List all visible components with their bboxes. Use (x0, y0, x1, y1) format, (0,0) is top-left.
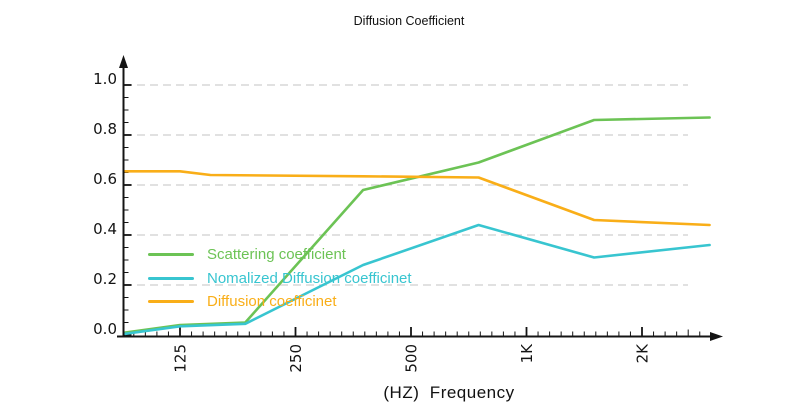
legend-label: Scattering coefficient (207, 246, 346, 264)
x-tick-label: 1K (518, 343, 536, 364)
legend-label: Diffusion coefficinet (207, 293, 337, 311)
y-axis-arrowhead-icon (119, 55, 128, 68)
y-tick-label: 0.6 (93, 170, 117, 188)
series-line (124, 170, 711, 227)
x-tick-label: 250 (287, 344, 305, 373)
x-axis-arrowhead-icon (710, 332, 723, 341)
legend-item-diffusion-coefficient: Diffusion coefficinet (148, 290, 412, 314)
x-axis-title: (HZ) Frequency (383, 383, 515, 402)
legend: Scattering coefficient Nomalized Diffusi… (148, 243, 412, 314)
legend-swatch-line-icon (148, 300, 194, 304)
y-tick-label: 1.0 (93, 70, 117, 88)
y-tick-label: 0.8 (93, 120, 117, 138)
legend-label: Nomalized Diffusion coefficinet (207, 269, 412, 287)
chart-title: Diffusion Coefficient (353, 14, 465, 28)
y-tick-label: 0.2 (93, 270, 117, 288)
x-tick-label: 500 (403, 344, 421, 373)
y-tick-label: 0.4 (93, 220, 117, 238)
y-tick-label: 0.0 (93, 320, 117, 338)
legend-swatch-line-icon (148, 276, 194, 280)
legend-swatch-line-icon (148, 253, 194, 257)
series-line (124, 223, 711, 336)
legend-item-scattering-coefficient: Scattering coefficient (148, 243, 412, 267)
x-tick-label: 2K (634, 343, 652, 364)
legend-item-normalized-diffusion-coefficient: Nomalized Diffusion coefficinet (148, 267, 412, 291)
x-tick-label: 125 (172, 344, 190, 373)
